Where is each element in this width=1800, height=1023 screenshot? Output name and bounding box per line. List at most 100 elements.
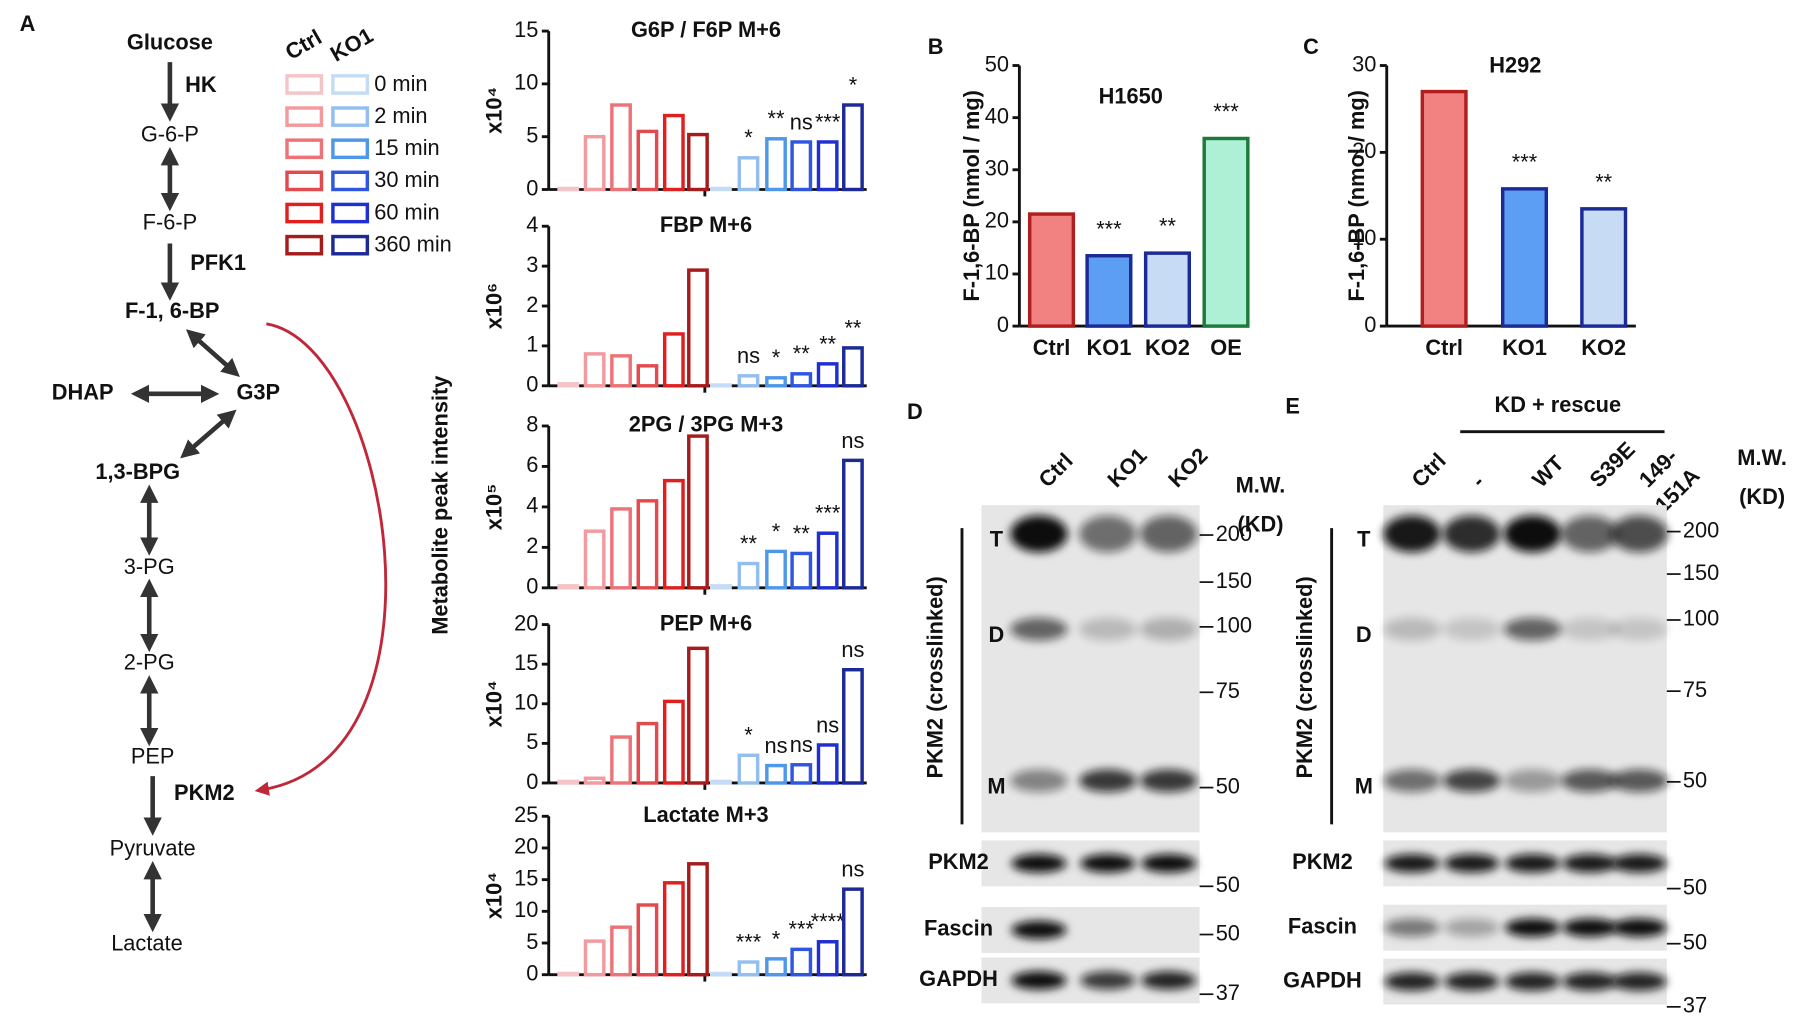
band (1080, 854, 1136, 873)
x-tick-label: KO1 (1087, 335, 1132, 360)
bar (557, 971, 580, 977)
significance: *** (1512, 149, 1538, 174)
significance: * (772, 519, 781, 544)
band (1562, 918, 1618, 937)
band (1383, 515, 1441, 553)
chart-title: H292 (1489, 52, 1541, 77)
pathway-node: DHAP (52, 380, 114, 405)
bar (610, 507, 632, 590)
pathway-node: 3-PG (124, 554, 175, 579)
lane-label: - (1466, 469, 1489, 492)
group-label: KD + rescue (1494, 392, 1621, 417)
legend-label: 0 min (374, 71, 427, 96)
bar (790, 947, 813, 977)
chart-title: Lactate M+3 (643, 802, 768, 827)
mw-title: M.W. (1737, 445, 1787, 470)
significance: *** (1096, 216, 1122, 241)
pathway-arrows (130, 62, 388, 933)
bar (1500, 187, 1549, 328)
bar (737, 561, 760, 590)
significance: *** (815, 501, 841, 526)
band (1383, 769, 1441, 793)
legend-label: 30 min (374, 167, 439, 192)
significance: *** (815, 109, 841, 134)
bar (583, 529, 606, 590)
blot-label: PKM2 (crosslinked) (1292, 576, 1317, 778)
marker-label: 75 (1683, 677, 1707, 702)
bar (610, 925, 632, 977)
band (1611, 972, 1667, 991)
band (1503, 617, 1562, 641)
panel-letter: E (1285, 393, 1300, 418)
bar (610, 103, 632, 192)
band (1384, 972, 1440, 991)
y-exponent: x10⁶ (482, 283, 507, 329)
y-tick-label: 0 (526, 960, 538, 985)
strip-label: Fascin (924, 916, 993, 941)
chart-title: FBP M+6 (660, 212, 752, 237)
panel-letter: C (1303, 34, 1319, 59)
panel-letter: D (907, 399, 923, 424)
lane-label: KO2 (1163, 443, 1212, 492)
marker-label: 50 (1683, 929, 1707, 954)
band (1079, 769, 1137, 793)
x-tick-label: Ctrl (1425, 335, 1463, 360)
band (1384, 854, 1440, 873)
band (1504, 918, 1561, 937)
y-tick-label: 40 (985, 103, 1009, 128)
bar (662, 881, 685, 977)
lane-label: Ctrl (1407, 448, 1451, 492)
bar (790, 763, 813, 785)
strip-label: PKM2 (1292, 849, 1353, 874)
bar (790, 140, 813, 192)
bar (816, 140, 839, 192)
legend-group: Ctrl (281, 24, 326, 64)
legend-swatch (331, 234, 370, 256)
strip-label: PKM2 (928, 849, 989, 874)
legend-swatch (285, 138, 324, 160)
lane-label: WT (1527, 450, 1569, 492)
significance: ns (841, 857, 864, 882)
bar (765, 376, 787, 388)
bar (842, 103, 864, 192)
y-tick-label: 0 (997, 312, 1009, 337)
bar (610, 354, 632, 388)
bar (765, 957, 787, 977)
marker-label: 200 (1683, 517, 1719, 542)
y-tick-label: 10 (514, 897, 538, 922)
marker-label: 100 (1216, 613, 1252, 638)
significance: ** (740, 531, 757, 556)
y-axis-label: F-1,6-BP (nmol / mg) (959, 90, 984, 302)
band-label: M (987, 773, 1005, 798)
band-label: D (989, 622, 1005, 647)
band-label: M (1355, 773, 1373, 798)
y-tick-label: 30 (1352, 51, 1376, 76)
panel-letter: B (928, 34, 944, 59)
significance: ** (768, 106, 785, 131)
significance: ** (1595, 169, 1612, 194)
band (1562, 854, 1618, 873)
y-tick-label: 0 (526, 769, 538, 794)
chart-title: 2PG / 3PG M+3 (629, 412, 783, 437)
legend-swatch (285, 170, 324, 192)
band (1442, 617, 1501, 641)
lane-label: KO1 (1102, 443, 1151, 492)
x-tick-label: KO1 (1502, 335, 1547, 360)
bar (557, 186, 580, 192)
band (1611, 918, 1667, 937)
marker-label: 100 (1683, 606, 1719, 631)
significance: ** (819, 331, 836, 356)
y-tick-label: 2 (526, 533, 538, 558)
enzyme-label: PFK1 (190, 250, 246, 275)
chart-title: G6P / F6P M+6 (631, 17, 781, 42)
significance: * (744, 125, 753, 150)
bar (816, 940, 839, 977)
legend-swatch (331, 170, 370, 192)
legend-group: KO1 (326, 22, 377, 66)
y-tick-label: 15 (514, 650, 538, 675)
bar (687, 268, 709, 388)
band (1079, 515, 1137, 553)
band (1444, 854, 1500, 873)
y-tick-label: 2 (526, 292, 538, 317)
bar (557, 779, 580, 785)
